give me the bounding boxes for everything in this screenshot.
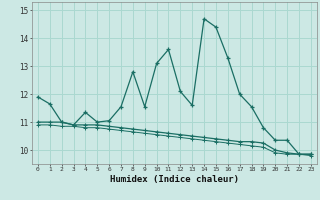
X-axis label: Humidex (Indice chaleur): Humidex (Indice chaleur) [110, 175, 239, 184]
